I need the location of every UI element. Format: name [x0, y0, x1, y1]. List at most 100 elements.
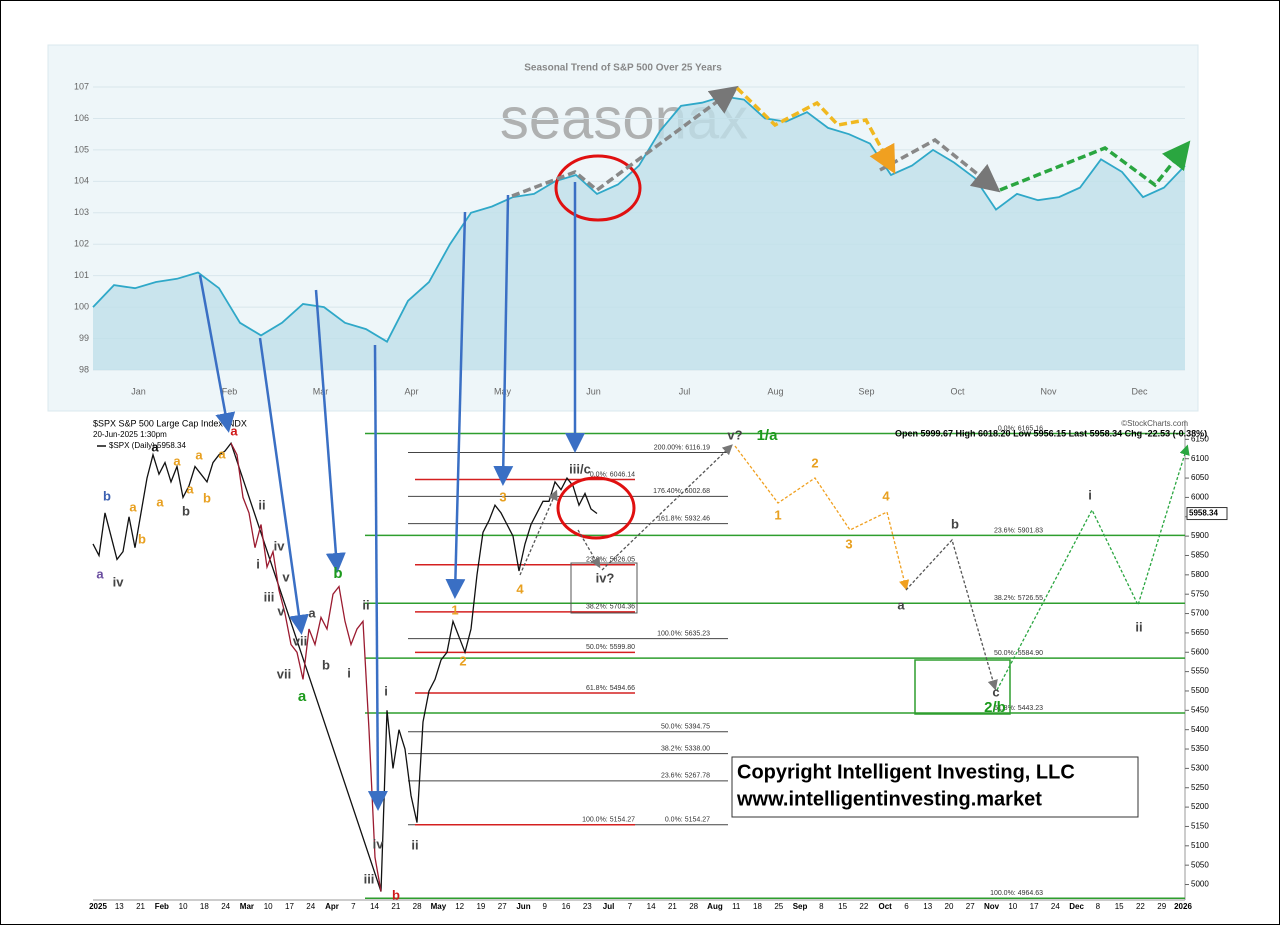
last-tag	[1186, 507, 1228, 521]
fib-label: 38.2%: 5338.00	[661, 746, 710, 753]
wave-label: b	[392, 887, 400, 902]
wave-label: a	[173, 453, 181, 468]
wave-label: a	[151, 439, 159, 454]
x-tick-label: 7	[351, 902, 356, 911]
y-tick-label: 98	[79, 364, 89, 374]
x-tick-label: Mar	[240, 902, 254, 911]
x-tick-label: May	[431, 902, 447, 911]
y-tick-label: 5800	[1191, 570, 1209, 579]
x-tick-label: 16	[562, 902, 571, 911]
arrow	[314, 289, 346, 573]
x-tick-label: 19	[476, 902, 485, 911]
x-tick-label: Feb	[222, 386, 238, 396]
wave-label: v	[282, 569, 290, 584]
x-tick-label: Feb	[155, 902, 169, 911]
x-tick-label: Jan	[131, 386, 146, 396]
wave-label: b	[951, 516, 959, 531]
wave-label: 3	[499, 489, 506, 504]
x-tick-label: 14	[370, 902, 379, 911]
wave-label: vii	[293, 633, 307, 648]
wave-label: a	[195, 447, 203, 462]
x-tick-label: Apr	[404, 386, 418, 396]
wave-label: 4	[882, 488, 890, 503]
x-tick-label: Aug	[767, 386, 783, 396]
x-tick-label: Jun	[586, 386, 601, 396]
x-tick-label: 14	[647, 902, 656, 911]
wave-label: a	[308, 605, 316, 620]
arrow	[198, 274, 236, 433]
x-tick-label: Sep	[793, 902, 808, 911]
y-tick-label: 5900	[1191, 531, 1209, 540]
wave-label: ii	[411, 837, 418, 852]
fib-label: 50.0%: 5584.90	[994, 650, 1043, 657]
wave-label: b	[182, 503, 190, 518]
wave-label: iv?	[596, 570, 615, 585]
y-tick-label: 107	[74, 81, 89, 91]
x-tick-label: 27	[966, 902, 975, 911]
x-tick-label: 6	[904, 902, 909, 911]
wave-label: b	[138, 531, 146, 546]
x-tick-label: 15	[1115, 902, 1124, 911]
x-tick-label: 10	[264, 902, 273, 911]
fib-label: 61.8%: 5494.66	[586, 685, 635, 692]
wave-labels: abivabaaabaabaaiiiiviiivvviiviiabbaiiiii…	[96, 423, 1142, 902]
x-tick-label: 28	[413, 902, 422, 911]
y-tick-label: 5750	[1191, 589, 1209, 598]
wave-label: ii	[362, 597, 369, 612]
y-tick-label: 6150	[1191, 434, 1209, 443]
wave-label: a	[218, 446, 226, 461]
path-arrow	[905, 538, 998, 691]
fib-label: 38.2%: 5704.36	[586, 604, 635, 611]
spx-chart: 5000 5050 5100 5150 5200 5250 5300 5350 5400 5450…	[89, 420, 1228, 911]
x-tick-label: 24	[1051, 902, 1060, 911]
fib-label: 23.6%: 5901.83	[994, 527, 1043, 534]
seasonal-title: Seasonal Trend of S&P 500 Over 25 Years	[524, 63, 722, 74]
wave-label: a	[230, 423, 238, 438]
wave-label: b	[103, 488, 111, 503]
y-tick-label: 5850	[1191, 551, 1209, 560]
x-tick-label: 8	[819, 902, 824, 911]
fib-label: 50.0%: 5599.80	[586, 644, 635, 651]
fib-label: 23.6%: 5826.05	[586, 557, 635, 564]
x-tick-label: Nov	[984, 902, 1000, 911]
x-tick-label: 10	[1008, 902, 1017, 911]
x-tick-label: 22	[859, 902, 868, 911]
y-tick-label: 5200	[1191, 802, 1209, 811]
wave-label: iii/c	[569, 461, 591, 476]
y-tick-label: 5000	[1191, 880, 1209, 889]
x-tick-label: 21	[391, 902, 400, 911]
x-tick-label: Sep	[858, 386, 874, 396]
y-tick-label: 5450	[1191, 705, 1209, 714]
source: ©StockCharts.com	[1121, 419, 1188, 428]
highlight-circle	[556, 476, 636, 540]
last-label: 5958.34	[1189, 509, 1218, 518]
x-tick-label: 10	[179, 902, 188, 911]
path-arrow	[735, 86, 896, 175]
wave-label: b	[333, 565, 342, 582]
x-tick-label: Mar	[313, 386, 329, 396]
path-arrow	[511, 85, 739, 198]
legend-entry: $SPX (Daily) 5958.34	[109, 441, 186, 450]
y-tick-label: 5700	[1191, 609, 1209, 618]
copyright-url: www.intelligentinvesting.market	[736, 788, 1042, 810]
fib-label: 61.8%: 5443.23	[994, 705, 1043, 712]
x-tick-label: Jul	[679, 386, 691, 396]
wave-label: b	[203, 490, 211, 505]
x-tick-label: Oct	[878, 902, 892, 911]
price-line	[92, 441, 598, 892]
line	[92, 95, 1186, 343]
wave-label: 1/a	[757, 427, 779, 444]
y-tick-label: 105	[74, 144, 89, 154]
x-tick-label: 21	[668, 902, 677, 911]
wave-label: 2	[459, 653, 466, 668]
wave-label: iv	[373, 836, 385, 851]
path-arrow	[999, 140, 1191, 192]
x-tick-label: 2025	[89, 902, 107, 911]
fib-label: 100.0%: 5154.27	[582, 817, 635, 824]
wave-label: i	[347, 665, 351, 680]
x-tick-label: 23	[583, 902, 592, 911]
wave-label: 2/b	[984, 699, 1006, 716]
copyright-box	[731, 756, 1139, 818]
arrows	[198, 85, 1191, 811]
